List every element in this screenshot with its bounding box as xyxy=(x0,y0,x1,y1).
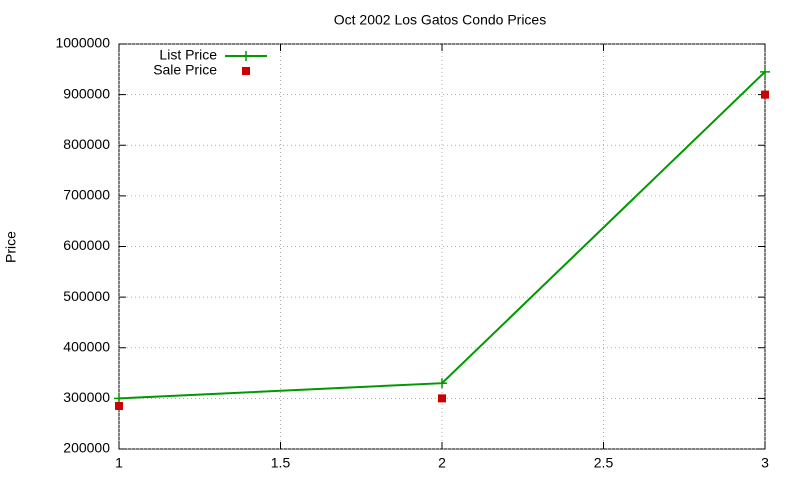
legend-marker xyxy=(242,67,250,75)
x-tick-label: 3 xyxy=(761,455,769,471)
legend-marker xyxy=(241,51,251,61)
y-tick-label: 800000 xyxy=(63,136,110,152)
point xyxy=(437,378,447,389)
x-tick-label: 2.5 xyxy=(594,455,614,471)
x-tick-label: 2 xyxy=(438,455,446,471)
legend-label: Sale Price xyxy=(153,62,217,78)
y-tick-label: 700000 xyxy=(63,187,110,203)
legend-label: List Price xyxy=(159,47,217,63)
y-tick-label: 200000 xyxy=(63,440,110,456)
y-tick-label: 900000 xyxy=(63,85,110,101)
x-tick-label: 1 xyxy=(115,455,123,471)
point xyxy=(115,401,123,410)
x-tick-label: 1.5 xyxy=(271,455,291,471)
y-tick-label: 600000 xyxy=(63,237,110,253)
point xyxy=(114,393,124,404)
y-tick-label: 300000 xyxy=(63,389,110,405)
y-tick-label: 400000 xyxy=(63,338,110,354)
point xyxy=(760,66,770,77)
chart-title: Oct 2002 Los Gatos Condo Prices xyxy=(334,12,546,28)
y-tick-label: 1000000 xyxy=(55,35,110,51)
y-axis-label: Price xyxy=(3,231,19,263)
y-tick-label: 500000 xyxy=(63,288,110,304)
point xyxy=(761,90,769,99)
point xyxy=(438,394,446,403)
